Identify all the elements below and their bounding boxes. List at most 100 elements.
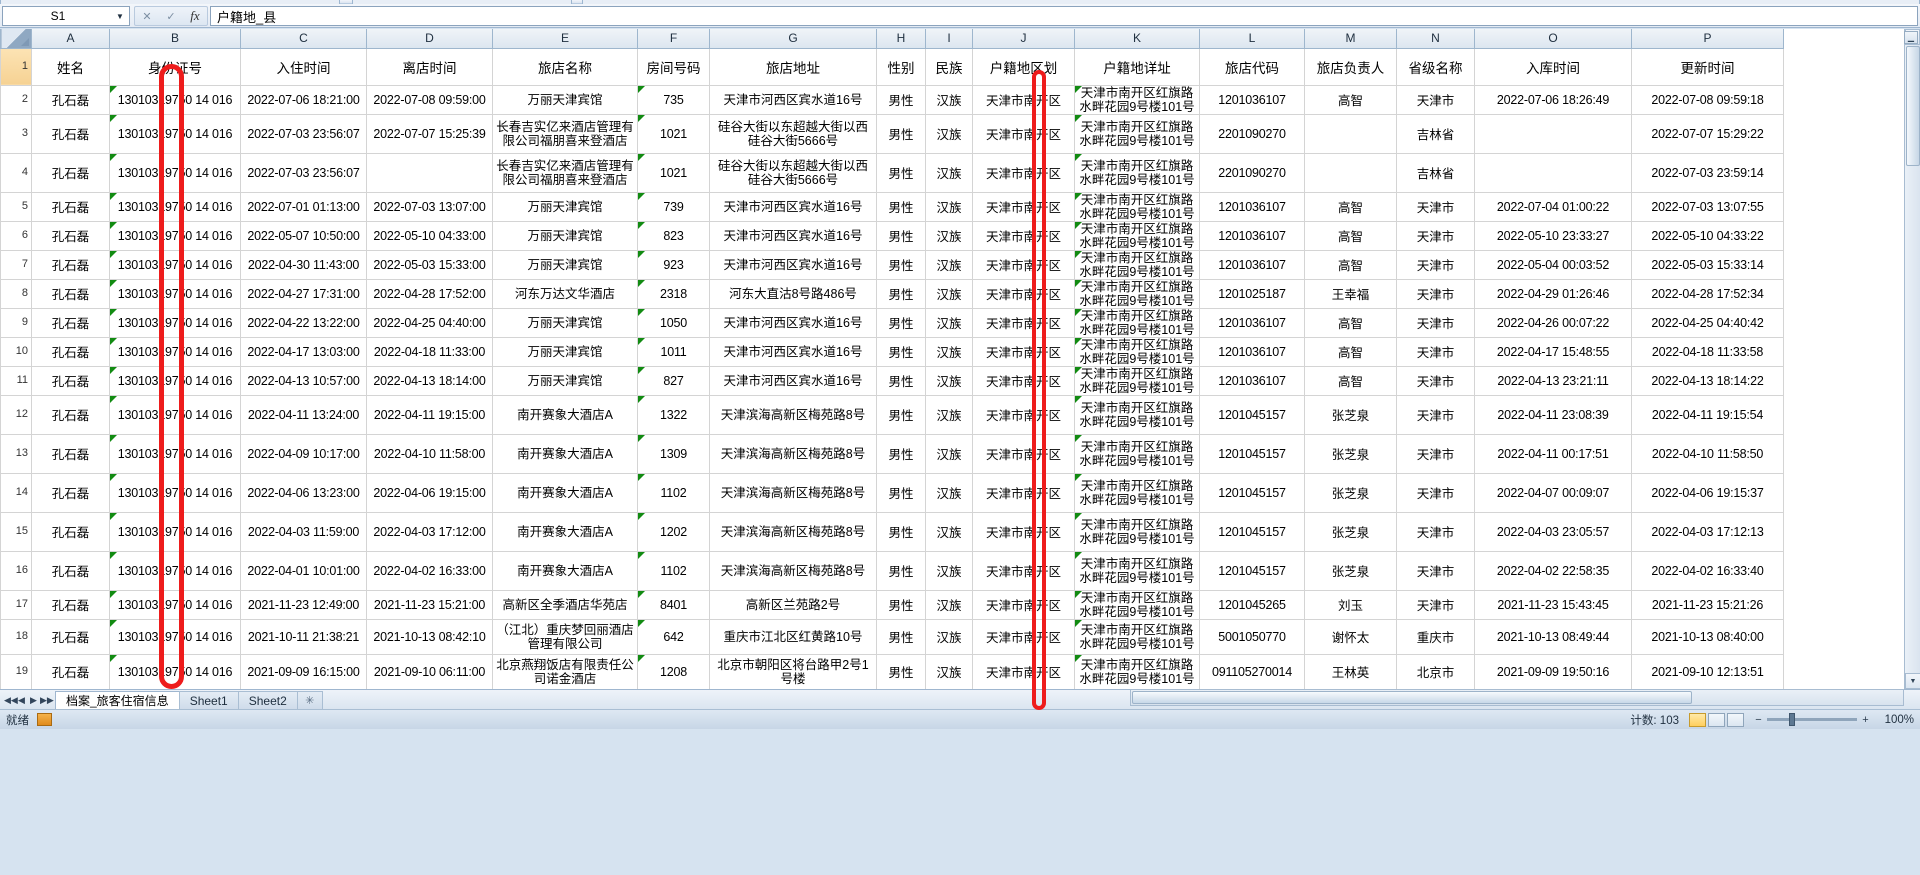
cell-ethnicity[interactable]: 汉族 <box>925 307 973 338</box>
cell-province-name[interactable]: 天津市 <box>1396 550 1475 591</box>
cell-hotel-name[interactable]: 长春吉实亿来酒店管理有限公司福朋喜来登酒店 <box>492 113 638 154</box>
cell-room-number[interactable]: 739 <box>637 191 710 222</box>
table-row[interactable]: 6 孔石磊 13010319750 14 016 2022-05-07 10:50:0… <box>0 220 1784 251</box>
cell-import-time[interactable]: 2022-05-10 23:33:27 <box>1474 220 1632 251</box>
row-header-17[interactable]: 17 <box>0 589 32 620</box>
cell-hotel-manager[interactable]: 高智 <box>1304 220 1397 251</box>
cell-import-time[interactable]: 2022-05-04 00:03:52 <box>1474 249 1632 280</box>
cell-id-number[interactable]: 13010319750 14 016 <box>109 113 241 154</box>
cell-hukou-detail[interactable]: 天津市南开区红旗路水畔花园9号楼101号 <box>1074 472 1200 513</box>
cell-hotel-name[interactable]: 万丽天津宾馆 <box>492 307 638 338</box>
row-header-16[interactable]: 16 <box>0 550 32 591</box>
cell-checkin-time[interactable]: 2022-04-09 10:17:00 <box>240 433 367 474</box>
table-row[interactable]: 3 孔石磊 13010319750 14 016 2022-07-03 23:56:0… <box>0 113 1784 154</box>
cell-hotel-code[interactable]: 1201045157 <box>1199 550 1305 591</box>
cell-hotel-address[interactable]: 天津滨海高新区梅苑路8号 <box>709 472 877 513</box>
cell-checkout-time[interactable]: 2022-07-03 13:07:00 <box>366 191 493 222</box>
cell-hotel-address[interactable]: 河东大直沽8号路486号 <box>709 278 877 309</box>
row-header-9[interactable]: 9 <box>0 307 32 338</box>
cell-checkout-time[interactable]: 2022-04-13 18:14:00 <box>366 365 493 396</box>
cell-id-number[interactable]: 13010319750 14 016 <box>109 249 241 280</box>
cell-update-time[interactable]: 2022-07-08 09:59:18 <box>1631 84 1784 115</box>
cell-hotel-manager[interactable]: 张芝泉 <box>1304 433 1397 474</box>
cell-id-number[interactable]: 13010319750 14 016 <box>109 278 241 309</box>
cell-hotel-code[interactable]: 1201036107 <box>1199 307 1305 338</box>
cell-gender[interactable]: 男性 <box>876 191 926 222</box>
cell-ethnicity[interactable]: 汉族 <box>925 618 973 655</box>
cell-id-number[interactable]: 13010319750 14 016 <box>109 394 241 435</box>
cell-hukou-detail[interactable]: 天津市南开区红旗路水畔花园9号楼101号 <box>1074 249 1200 280</box>
cell-hotel-name[interactable]: 长春吉实亿来酒店管理有限公司福朋喜来登酒店 <box>492 152 638 193</box>
cell-province-name[interactable]: 天津市 <box>1396 191 1475 222</box>
cell-province-name[interactable]: 天津市 <box>1396 511 1475 552</box>
cell-checkout-time[interactable]: 2022-07-08 09:59:00 <box>366 84 493 115</box>
column-header-p[interactable]: P <box>1631 29 1784 49</box>
cell-checkout-time[interactable]: 2022-04-10 11:58:00 <box>366 433 493 474</box>
cell-hukou-detail[interactable]: 天津市南开区红旗路水畔花园9号楼101号 <box>1074 365 1200 396</box>
cell-gender[interactable]: 男性 <box>876 511 926 552</box>
cell-hukou-area[interactable]: 天津市南开区 <box>972 365 1075 396</box>
cell-checkin-time[interactable]: 2022-04-13 10:57:00 <box>240 365 367 396</box>
table-row[interactable]: 17 孔石磊 13010319750 14 016 2021-11-23 12:49:… <box>0 589 1784 620</box>
cell-ethnicity[interactable]: 汉族 <box>925 653 973 689</box>
cell-id-number[interactable]: 13010319750 14 016 <box>109 84 241 115</box>
cell-ethnicity[interactable]: 汉族 <box>925 249 973 280</box>
enter-icon[interactable]: ✓ <box>166 10 176 23</box>
cell-name[interactable]: 孔石磊 <box>31 433 110 474</box>
cell-province-name[interactable]: 天津市 <box>1396 336 1475 367</box>
cell-gender[interactable]: 男性 <box>876 394 926 435</box>
zoom-in-icon[interactable]: + <box>1862 713 1869 726</box>
table-row[interactable]: 2 孔石磊 13010319750 14 016 2022-07-06 18:21:0… <box>0 84 1784 115</box>
cell-hotel-code[interactable]: 2201090270 <box>1199 113 1305 154</box>
vertical-scroll-thumb[interactable] <box>1906 46 1920 166</box>
cell-checkout-time[interactable] <box>366 152 493 193</box>
cell-update-time[interactable]: 2022-04-18 11:33:58 <box>1631 336 1784 367</box>
row-header-13[interactable]: 13 <box>0 433 32 474</box>
cell-name[interactable]: 孔石磊 <box>31 550 110 591</box>
cell-update-time[interactable]: 2022-04-11 19:15:54 <box>1631 394 1784 435</box>
cell-checkout-time[interactable]: 2021-11-23 15:21:00 <box>366 589 493 620</box>
cell-id-number[interactable]: 13010319750 14 016 <box>109 336 241 367</box>
cell-checkout-time[interactable]: 2022-04-11 19:15:00 <box>366 394 493 435</box>
minimize-icon[interactable]: ▁ <box>1904 31 1918 44</box>
cell-checkin-time[interactable]: 2022-04-17 13:03:00 <box>240 336 367 367</box>
cell-hukou-detail[interactable]: 天津市南开区红旗路水畔花园9号楼101号 <box>1074 653 1200 689</box>
cell-name[interactable]: 孔石磊 <box>31 307 110 338</box>
cell-hukou-detail[interactable]: 天津市南开区红旗路水畔花园9号楼101号 <box>1074 336 1200 367</box>
column-header-b[interactable]: B <box>109 29 241 49</box>
cell-gender[interactable]: 男性 <box>876 84 926 115</box>
table-row[interactable]: 10 孔石磊 13010319750 14 016 2022-04-17 13:03:… <box>0 336 1784 367</box>
cell-hotel-manager[interactable]: 高智 <box>1304 191 1397 222</box>
sheet-tab-archive[interactable]: 档案_旅客住宿信息 <box>55 691 180 709</box>
cell-id-number[interactable]: 13010319750 14 016 <box>109 618 241 655</box>
table-row[interactable]: 16 孔石磊 13010319750 14 016 2022-04-01 10:01:… <box>0 550 1784 591</box>
cell-update-time[interactable]: 2022-04-06 19:15:37 <box>1631 472 1784 513</box>
cell-update-time[interactable]: 2022-05-10 04:33:22 <box>1631 220 1784 251</box>
cell-hukou-detail[interactable]: 天津市南开区红旗路水畔花园9号楼101号 <box>1074 433 1200 474</box>
table-row[interactable]: 7 孔石磊 13010319750 14 016 2022-04-30 11:43:0… <box>0 249 1784 280</box>
cell-hotel-manager[interactable]: 张芝泉 <box>1304 550 1397 591</box>
column-header-l[interactable]: L <box>1199 29 1305 49</box>
cell-hotel-name[interactable]: 南开赛象大酒店A <box>492 511 638 552</box>
cell-name[interactable]: 孔石磊 <box>31 84 110 115</box>
cell-room-number[interactable]: 1202 <box>637 511 710 552</box>
cell-room-number[interactable]: 642 <box>637 618 710 655</box>
cell-hotel-code[interactable]: 091105270014 <box>1199 653 1305 689</box>
cell-hukou-detail[interactable]: 天津市南开区红旗路水畔花园9号楼101号 <box>1074 394 1200 435</box>
name-box[interactable]: S1 ▼ <box>2 6 130 26</box>
cell-hotel-manager[interactable]: 高智 <box>1304 336 1397 367</box>
table-row[interactable]: 14 孔石磊 13010319750 14 016 2022-04-06 13:23:… <box>0 472 1784 513</box>
cell-hukou-detail[interactable]: 天津市南开区红旗路水畔花园9号楼101号 <box>1074 618 1200 655</box>
cell-ethnicity[interactable]: 汉族 <box>925 191 973 222</box>
cell-hotel-code[interactable]: 1201036107 <box>1199 249 1305 280</box>
cell-hotel-manager[interactable]: 张芝泉 <box>1304 511 1397 552</box>
column-header-a[interactable]: A <box>31 29 110 49</box>
cell-update-time[interactable]: 2021-09-10 12:13:51 <box>1631 653 1784 689</box>
cell-room-number[interactable]: 823 <box>637 220 710 251</box>
cell-checkout-time[interactable]: 2022-04-28 17:52:00 <box>366 278 493 309</box>
header-cell-m[interactable]: 旅店负责人 <box>1304 47 1397 86</box>
cell-hotel-manager[interactable]: 高智 <box>1304 249 1397 280</box>
table-row[interactable]: 19 孔石磊 13010319750 14 016 2021-09-09 16:15:… <box>0 653 1784 689</box>
page-break-view-icon[interactable] <box>1727 712 1744 727</box>
normal-view-icon[interactable] <box>1689 712 1706 727</box>
